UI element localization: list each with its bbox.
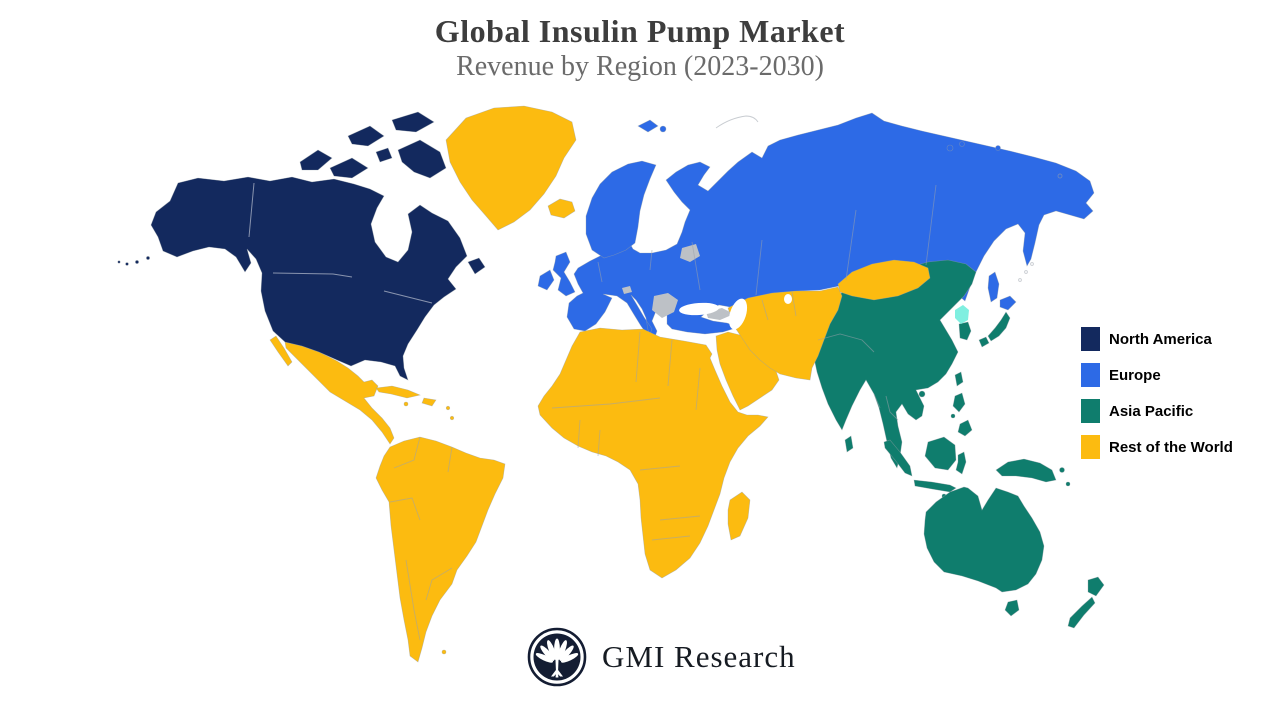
map-island-ireland [537, 269, 555, 291]
aral-sea [784, 294, 792, 304]
map-island-hispaniola [421, 397, 437, 407]
map-island-java [913, 479, 957, 493]
map-country-north-korea [955, 305, 969, 324]
caspian-sea [728, 298, 748, 330]
black-sea [679, 302, 719, 316]
map-island-honshu [987, 311, 1011, 342]
map-island-new-guinea [995, 458, 1057, 483]
map-island-luzon [952, 392, 966, 413]
map-island-aleutian-1 [146, 256, 150, 260]
legend-label-north-america: North America [1109, 330, 1212, 348]
legend-item-rest-of-world: Rest of the World [1081, 435, 1233, 459]
page-subtitle: Revenue by Region (2023-2030) [456, 51, 824, 83]
map-island-sulawesi [955, 451, 967, 475]
map-region-asia-pacific [811, 259, 1105, 629]
legend-label-asia-pacific: Asia Pacific [1109, 402, 1194, 420]
map-landmass-africa [537, 327, 769, 579]
map-island-melanesia-1 [1059, 467, 1065, 473]
map-island-aleutian-2 [135, 260, 139, 264]
map-island-borneo [924, 436, 957, 471]
map-island-newfoundland [467, 257, 486, 275]
map-island-arctic-2 [959, 141, 965, 147]
map-island-banks [299, 149, 333, 171]
map-island-aleutian-3 [125, 262, 129, 266]
map-island-parry [347, 125, 385, 147]
map-island-nz-north [1087, 576, 1105, 597]
map-landmass-central-asia-iran [727, 286, 843, 381]
map-island-arctic-3 [995, 145, 1001, 151]
map-island-baffin [397, 139, 447, 179]
page-title: Global Insulin Pump Market [434, 13, 846, 49]
map-island-hokkaido-blue [999, 295, 1017, 311]
map-borders-north-america [248, 182, 433, 304]
map-region-rest-of-world [269, 105, 931, 663]
map-country-balkans [652, 293, 678, 318]
map-country-mongolia [837, 259, 931, 301]
map-island-antilles-1 [445, 405, 451, 411]
map-island-madagascar [727, 491, 751, 541]
map-landmass-north-america [150, 176, 468, 381]
map-island-jamaica [403, 401, 409, 407]
header: Global Insulin Pump Market Revenue by Re… [0, 13, 1280, 83]
map-island-sakhalin [987, 271, 1000, 303]
brand-footer: GMI Research [526, 626, 796, 688]
map-country-borders [389, 115, 1063, 641]
map-island-mindanao [957, 419, 973, 437]
map-island-svalbard [637, 119, 659, 133]
map-landmass-china-india-sea [811, 259, 977, 469]
map-island-devon [375, 147, 393, 163]
map-island-falkland [441, 649, 447, 655]
map-peninsula-baja [269, 335, 293, 367]
legend-item-asia-pacific: Asia Pacific [1081, 399, 1233, 423]
map-island-ellesmere [391, 111, 435, 133]
map-island-svalbard-east [659, 125, 667, 133]
legend: North America Europe Asia Pacific Rest o… [1081, 327, 1233, 471]
map-island-greenland [445, 105, 577, 231]
map-island-aleutian-4 [117, 260, 121, 264]
map-country-switzerland [622, 286, 632, 294]
map-island-arctic-1 [946, 144, 954, 152]
map-island-sumatra [883, 439, 913, 477]
legend-swatch-rest-of-world [1081, 435, 1100, 459]
map-peninsula-south-korea [958, 321, 972, 341]
legend-label-rest-of-world: Rest of the World [1109, 438, 1233, 456]
map-island-antilles-2 [449, 415, 455, 421]
map-island-melanesia-2 [1065, 481, 1071, 487]
legend-swatch-asia-pacific [1081, 399, 1100, 423]
legend-item-europe: Europe [1081, 363, 1233, 387]
map-landmass-australia [923, 486, 1045, 593]
map-island-nz-south [1067, 596, 1096, 629]
map-landmass-mexico-central-america [284, 341, 395, 445]
map-island-great-britain [552, 251, 576, 297]
map-landmass-south-america [375, 436, 506, 663]
legend-item-north-america: North America [1081, 327, 1233, 351]
map-landmass-scandinavia [585, 160, 657, 259]
legend-label-europe: Europe [1109, 366, 1161, 384]
map-island-cuba [375, 385, 421, 399]
map-island-visayas [950, 413, 956, 419]
map-island-kyushu [978, 336, 990, 348]
map-region-north-america [117, 111, 486, 381]
brand-name: GMI Research [602, 639, 796, 674]
gmi-logo-icon [527, 627, 587, 687]
map-island-tasmania [1004, 599, 1020, 617]
map-island-sri-lanka [844, 435, 854, 453]
map-island-taiwan [954, 371, 964, 387]
map-island-victoria [329, 157, 369, 179]
legend-swatch-north-america [1081, 327, 1100, 351]
palm-emblem [535, 638, 579, 678]
map-island-hainan [918, 390, 926, 398]
legend-swatch-europe [1081, 363, 1100, 387]
map-island-iceland [547, 198, 576, 219]
